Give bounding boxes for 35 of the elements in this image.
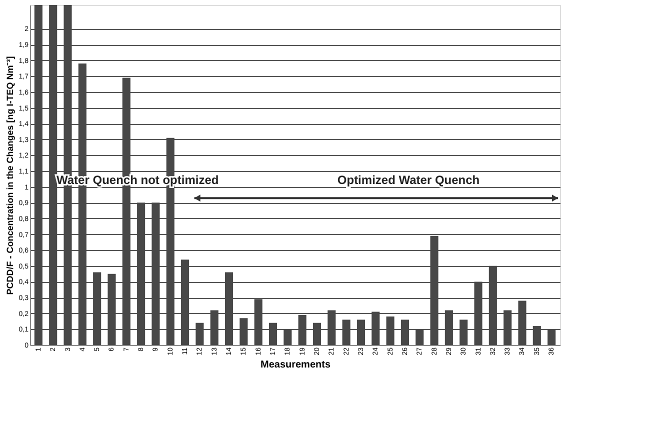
bar [268, 322, 278, 345]
bar [386, 316, 394, 345]
bar [284, 329, 292, 345]
bar [400, 320, 409, 345]
bar [548, 329, 556, 345]
bar [504, 310, 512, 345]
bar [240, 318, 248, 345]
bar [93, 272, 102, 345]
x-axis-title: Measurements [260, 359, 331, 370]
bar [312, 322, 322, 345]
bar [518, 300, 526, 345]
bar [474, 282, 482, 345]
bar [328, 310, 336, 345]
bar [49, 5, 58, 345]
bar [254, 299, 262, 345]
bar [416, 329, 424, 345]
annotation: Optimized Water Quench [337, 173, 480, 188]
bar [372, 312, 380, 345]
y-axis-title: PCDD/F - Concentration in the Changes [ng I-TEQ Nm⁻³] [4, 56, 15, 295]
bar [444, 310, 453, 345]
bar [488, 266, 497, 345]
bar [224, 272, 234, 345]
bar [152, 202, 160, 345]
bar [181, 260, 190, 345]
bar [210, 310, 218, 345]
bar [356, 320, 366, 345]
bar [460, 320, 468, 345]
bar [342, 320, 350, 345]
bar [34, 5, 42, 345]
bar [298, 314, 306, 345]
bar [430, 236, 438, 345]
bar [137, 202, 146, 345]
bar [108, 274, 116, 345]
bar [196, 322, 204, 345]
bar [532, 326, 541, 345]
